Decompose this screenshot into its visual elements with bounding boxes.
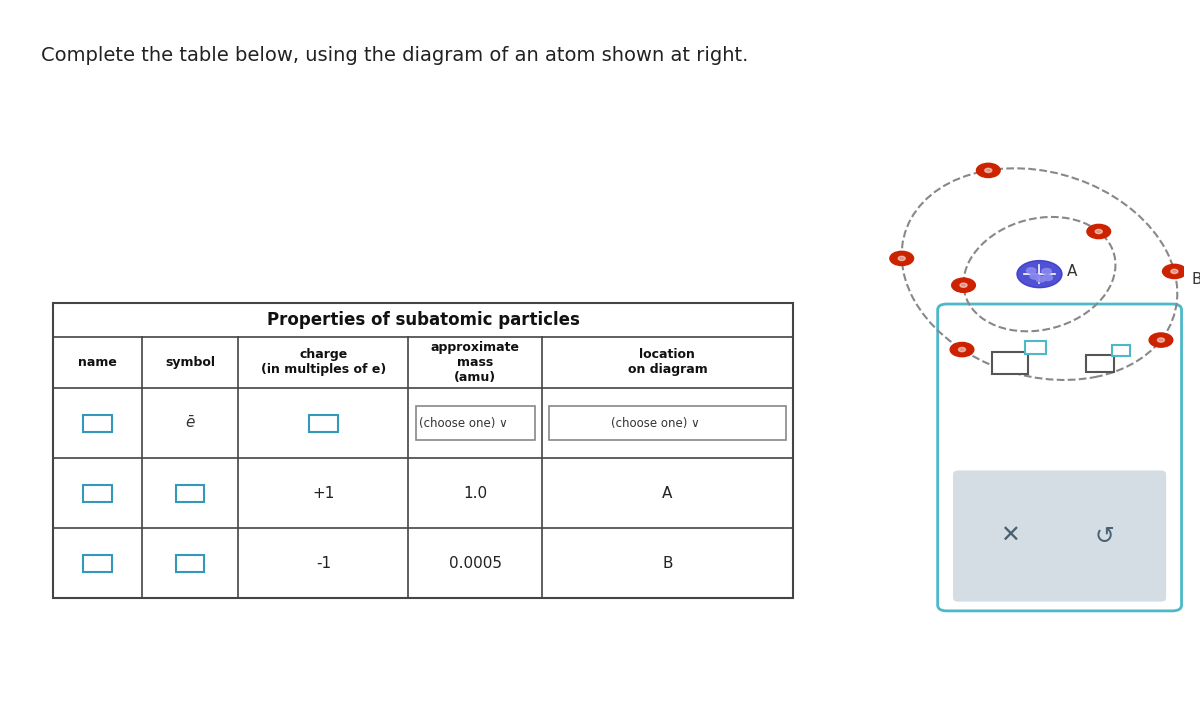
FancyBboxPatch shape [1112, 345, 1129, 356]
Text: symbol: symbol [166, 356, 215, 369]
Circle shape [1087, 224, 1110, 239]
Circle shape [977, 163, 1000, 177]
Circle shape [950, 342, 974, 357]
Circle shape [890, 251, 913, 266]
Circle shape [960, 283, 967, 288]
Circle shape [985, 168, 992, 172]
Text: approximate
mass
(amu): approximate mass (amu) [431, 341, 520, 384]
Circle shape [1016, 261, 1062, 288]
Text: A: A [1067, 263, 1078, 279]
FancyBboxPatch shape [953, 471, 1166, 602]
Circle shape [1026, 268, 1036, 273]
FancyBboxPatch shape [176, 485, 204, 502]
Text: name: name [78, 356, 118, 369]
Circle shape [952, 278, 976, 293]
FancyBboxPatch shape [1086, 355, 1115, 372]
Text: Properties of subatomic particles: Properties of subatomic particles [266, 310, 580, 329]
Text: A: A [662, 486, 673, 501]
FancyBboxPatch shape [992, 352, 1028, 374]
FancyBboxPatch shape [53, 303, 793, 598]
Circle shape [1042, 268, 1051, 274]
Text: 0.0005: 0.0005 [449, 555, 502, 571]
Circle shape [1171, 269, 1178, 273]
FancyBboxPatch shape [176, 555, 204, 572]
FancyBboxPatch shape [84, 485, 112, 502]
Text: B: B [1192, 272, 1200, 288]
Text: ↺: ↺ [1094, 524, 1115, 548]
Text: +1: +1 [312, 486, 335, 501]
Text: B: B [662, 555, 673, 571]
Circle shape [1096, 229, 1103, 234]
Text: $\bar{e}$: $\bar{e}$ [185, 415, 196, 431]
Circle shape [1036, 276, 1045, 282]
Text: (choose one) ∨: (choose one) ∨ [419, 417, 508, 430]
FancyBboxPatch shape [84, 415, 112, 432]
Circle shape [959, 347, 966, 352]
Text: location
on diagram: location on diagram [628, 348, 707, 377]
FancyBboxPatch shape [937, 304, 1182, 611]
Text: Complete the table below, using the diagram of an atom shown at right.: Complete the table below, using the diag… [42, 46, 749, 66]
FancyBboxPatch shape [1025, 341, 1046, 354]
Text: 1.0: 1.0 [463, 486, 487, 501]
Circle shape [898, 256, 905, 261]
Circle shape [1150, 333, 1172, 347]
Text: (choose one) ∨: (choose one) ∨ [611, 417, 700, 430]
FancyBboxPatch shape [415, 407, 534, 441]
Circle shape [1030, 273, 1039, 279]
Text: ✕: ✕ [1001, 524, 1020, 548]
Circle shape [1043, 275, 1052, 281]
Text: -1: -1 [316, 555, 331, 571]
FancyBboxPatch shape [548, 407, 786, 441]
FancyBboxPatch shape [84, 555, 112, 572]
Text: charge
(in multiples of e): charge (in multiples of e) [260, 348, 386, 377]
FancyBboxPatch shape [310, 415, 337, 432]
Circle shape [1157, 338, 1164, 342]
Circle shape [1163, 264, 1187, 278]
